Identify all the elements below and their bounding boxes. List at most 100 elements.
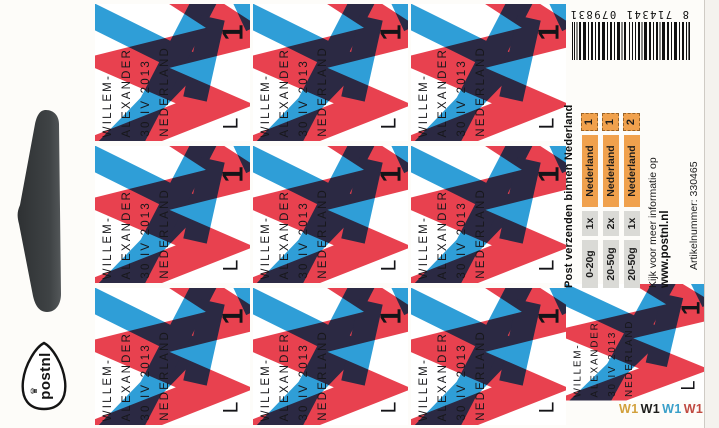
denomination-stamp-badge: 2 <box>623 113 640 131</box>
weight-badge: 20-50g <box>602 240 619 288</box>
stamp: WILLEM- ALEXANDER 30 IV 2013 NEDERLAND 1… <box>566 284 706 401</box>
weight-badge: 0-20g <box>581 240 598 288</box>
letter-a-crossbar-shape <box>183 157 225 244</box>
stamp-inscription: WILLEM- ALEXANDER 30 IV 2013 NEDERLAND <box>102 289 171 421</box>
letter-a-fragment-shape <box>391 146 408 174</box>
letter-a-fragment-shape <box>691 284 706 308</box>
barcode-digit-group: 079831 <box>569 8 617 20</box>
stamp-denomination: 1 <box>375 24 408 41</box>
hanging-tab <box>17 110 61 312</box>
stamp-line: 30 IV 2013 <box>456 201 468 279</box>
stamp-line: NEDERLAND <box>159 46 171 137</box>
barcode-bars-icon <box>572 22 690 60</box>
stamp-line: ALEXANDER <box>437 331 449 421</box>
stamp-denomination: 1 <box>375 308 408 325</box>
stamp-inscription: WILLEM- ALEXANDER 30 IV 2013 NEDERLAND <box>572 285 634 397</box>
registration-marks: W1 W1 W1 W1 <box>619 402 705 416</box>
letter-a-fragment-shape <box>391 4 408 32</box>
letter-a-fragment-shape <box>233 288 250 316</box>
stamp-line: 30 IV 2013 <box>606 331 618 398</box>
stamp-artwork-icon <box>411 146 566 283</box>
stamp-line: WILLEM- <box>102 73 114 137</box>
stamp-line: ALEXANDER <box>121 189 133 279</box>
stamp-line: NEDERLAND <box>475 330 487 421</box>
stamp: WILLEM- ALEXANDER 30 IV 2013 NEDERLAND 1… <box>411 4 566 141</box>
stamp-line: NEDERLAND <box>623 319 635 398</box>
stamp: WILLEM- ALEXANDER 30 IV 2013 NEDERLAND 1… <box>411 288 566 425</box>
stamp-line: WILLEM- <box>418 357 430 421</box>
phosphor-mark: L <box>535 259 559 272</box>
stamp-line: NEDERLAND <box>317 330 329 421</box>
stamp-denomination: 1 <box>533 166 566 183</box>
stamp-inscription: WILLEM- ALEXANDER 30 IV 2013 NEDERLAND <box>418 289 487 421</box>
weight-badge: 20-50g <box>623 240 640 288</box>
barcode-digit-group: 8 <box>681 8 689 20</box>
stamp-line: WILLEM- <box>418 73 430 137</box>
stamp-line: 30 IV 2013 <box>140 59 152 137</box>
phosphor-mark: L <box>377 117 401 130</box>
letter-a-leg-shape <box>434 4 533 141</box>
stamp-line: NEDERLAND <box>317 46 329 137</box>
letter-a-leg-shape <box>434 146 533 283</box>
letter-a-fragment-shape <box>233 4 250 32</box>
stamp-line: WILLEM- <box>102 357 114 421</box>
stamp: WILLEM- ALEXANDER 30 IV 2013 NEDERLAND 1… <box>253 146 408 283</box>
letter-a-crossbar-shape <box>341 157 383 244</box>
stamp-artwork-icon <box>95 146 250 283</box>
stamp-line: NEDERLAND <box>475 188 487 279</box>
stamp: WILLEM- ALEXANDER 30 IV 2013 NEDERLAND 1… <box>95 4 250 141</box>
stamp-line: NEDERLAND <box>317 188 329 279</box>
stamp-line: NEDERLAND <box>159 330 171 421</box>
phosphor-mark: L <box>219 401 243 414</box>
denomination-stamp-badge: 1 <box>581 113 598 131</box>
info-row: 20-50g 2x Nederland 1 <box>602 92 619 288</box>
phosphor-mark: L <box>377 259 401 272</box>
stamp: WILLEM- ALEXANDER 30 IV 2013 NEDERLAND 1… <box>253 4 408 141</box>
stamp-denomination: 1 <box>533 24 566 41</box>
article-number: Artikelnummer: 330465 <box>688 161 700 270</box>
stamp-line: ALEXANDER <box>589 321 601 398</box>
stamp-inscription: WILLEM- ALEXANDER 30 IV 2013 NEDERLAND <box>418 147 487 279</box>
letter-a-crossbar-shape <box>499 157 541 244</box>
letter-a-leg-shape <box>276 146 375 283</box>
phosphor-mark: L <box>535 117 559 130</box>
phosphor-mark: L <box>219 259 243 272</box>
phosphor-mark: L <box>219 117 243 130</box>
letter-a-leg-shape <box>276 4 375 141</box>
stamp-line: NEDERLAND <box>475 46 487 137</box>
registration-mark-0: W1 <box>619 402 639 416</box>
stamp-inscription: WILLEM- ALEXANDER 30 IV 2013 NEDERLAND <box>102 147 171 279</box>
stamp-inscription: WILLEM- ALEXANDER 30 IV 2013 NEDERLAND <box>418 5 487 137</box>
stamp-denomination: 1 <box>375 166 408 183</box>
letter-a-crossbar-shape <box>645 293 684 367</box>
letter-a-leg-shape <box>118 4 217 141</box>
count-badge: 1x <box>581 211 598 236</box>
stamp-denomination: 1 <box>217 24 250 41</box>
letter-a-crossbar-shape <box>183 15 225 102</box>
letter-a-leg-shape <box>434 288 533 425</box>
stamp-line: WILLEM- <box>102 215 114 279</box>
letter-a-crossbar-shape <box>341 15 383 102</box>
denomination-stamp-badge: 1 <box>602 113 619 131</box>
registration-mark-2: W1 <box>662 402 682 416</box>
registration-mark-3: W1 <box>683 402 704 416</box>
stamp-line: ALEXANDER <box>437 189 449 279</box>
region-badge: Nederland <box>623 135 640 207</box>
stamp-line: NEDERLAND <box>159 188 171 279</box>
stamp-artwork-icon <box>253 4 408 141</box>
stamp-line: 30 IV 2013 <box>298 59 310 137</box>
stamp-line: WILLEM- <box>260 215 272 279</box>
stamp-line: 30 IV 2013 <box>140 343 152 421</box>
logo-text: postnl <box>37 352 54 399</box>
letter-a-fragment-shape <box>233 146 250 174</box>
stamp: WILLEM- ALEXANDER 30 IV 2013 NEDERLAND 1… <box>253 288 408 425</box>
region-badge: Nederland <box>581 135 598 207</box>
stamp-line: ALEXANDER <box>437 47 449 137</box>
letter-a-fragment-shape <box>549 4 566 32</box>
stamp-artwork-icon <box>411 4 566 141</box>
stamp-denomination: 1 <box>217 166 250 183</box>
stamp-artwork-icon <box>253 288 408 425</box>
registration-mark-1: W1 <box>640 402 661 416</box>
letter-a-fragment-shape <box>549 288 566 316</box>
